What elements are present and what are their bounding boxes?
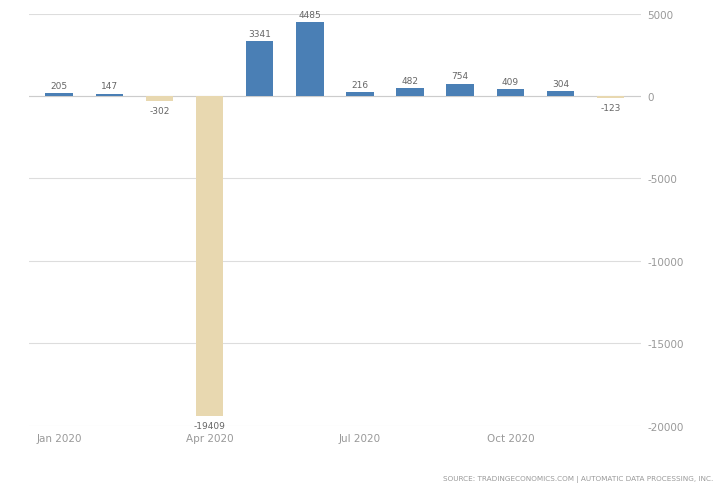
Bar: [95, 94, 123, 97]
Bar: [146, 97, 173, 102]
Bar: [597, 97, 625, 99]
Bar: [446, 84, 474, 97]
Text: 409: 409: [502, 78, 519, 87]
Text: 147: 147: [100, 82, 118, 91]
Bar: [196, 97, 223, 416]
Bar: [396, 89, 424, 97]
Text: 205: 205: [51, 81, 68, 91]
Bar: [547, 92, 574, 97]
Text: 754: 754: [451, 72, 469, 81]
Text: 4485: 4485: [298, 11, 321, 20]
Bar: [246, 42, 274, 97]
Bar: [346, 93, 373, 97]
Bar: [296, 23, 324, 97]
Text: SOURCE: TRADINGECONOMICS.COM | AUTOMATIC DATA PROCESSING, INC.: SOURCE: TRADINGECONOMICS.COM | AUTOMATIC…: [443, 475, 713, 482]
Text: 304: 304: [552, 80, 569, 89]
Bar: [45, 93, 73, 97]
Text: 216: 216: [352, 81, 368, 90]
Text: 3341: 3341: [248, 30, 271, 39]
Text: -123: -123: [601, 104, 621, 113]
Text: 482: 482: [402, 77, 419, 86]
Text: -19409: -19409: [194, 422, 226, 430]
Bar: [496, 90, 524, 97]
Text: -302: -302: [149, 107, 170, 116]
